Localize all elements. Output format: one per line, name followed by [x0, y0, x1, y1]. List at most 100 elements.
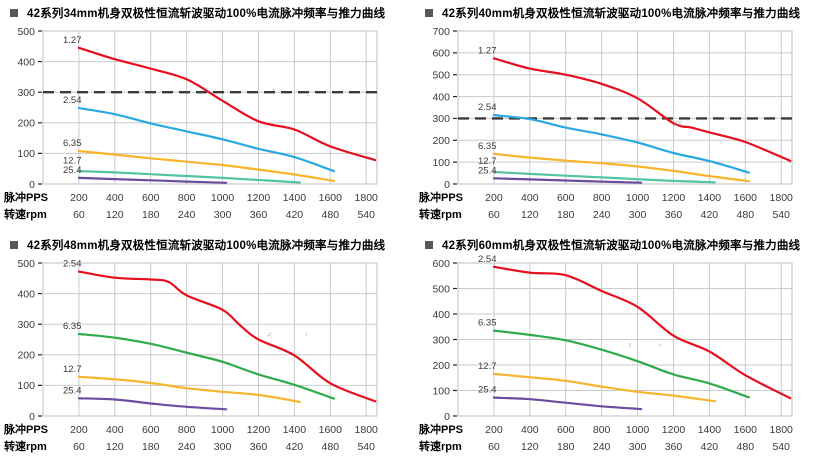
rpm-tick-label: 360: [665, 441, 683, 453]
y-tick-label: 0: [29, 179, 35, 191]
series-label-1.27: 1.27: [63, 35, 82, 46]
pps-tick-label: 1800: [770, 424, 794, 436]
watermark-artifact: ⊥: [305, 90, 311, 97]
series-label-12.7: 12.7: [63, 155, 82, 166]
x-axis-row-label-rpm: 转速rpm: [4, 439, 47, 453]
y-tick-label: 600: [432, 258, 450, 270]
plot-border: [42, 262, 378, 417]
rpm-tick-label: 180: [557, 209, 575, 221]
rpm-tick-label: 60: [73, 441, 85, 453]
pps-tick-label: 1800: [355, 192, 379, 204]
rpm-tick-label: 540: [357, 209, 375, 221]
series-label-6.35: 6.35: [478, 318, 497, 329]
y-tick-label: 300: [17, 319, 35, 331]
series-curve-1.27: [77, 46, 377, 162]
plot-border: [457, 30, 793, 185]
y-tick-label: 200: [432, 360, 450, 372]
rpm-tick-label: 420: [701, 209, 719, 221]
chart-title-row: 42系列48mm机身双极性恒流斩波驱动100%电流脉冲频率与推力曲线: [0, 236, 415, 253]
series-label-12.7: 12.7: [63, 364, 82, 375]
series-curve-25.4: [492, 396, 643, 411]
rpm-tick-label: 180: [142, 441, 160, 453]
watermark-artifact: +: [272, 86, 276, 93]
pps-tick-label: 1000: [211, 424, 235, 436]
watermark-artifact: ⊿: [266, 331, 272, 338]
pps-tick-label: 1200: [662, 192, 686, 204]
y-tick-label: 200: [17, 350, 35, 362]
pps-tick-label: 800: [178, 192, 196, 204]
series-label-6.35: 6.35: [478, 141, 497, 152]
pps-tick-label: 1200: [662, 424, 686, 436]
chart-card-42-34mm: 42系列34mm机身双极性恒流斩波驱动100%电流脉冲频率与推力曲线 0 100 2…: [0, 0, 415, 232]
series-label-25.4: 25.4: [63, 385, 82, 396]
chart-title-row: 42系列34mm机身双极性恒流斩波驱动100%电流脉冲频率与推力曲线: [0, 4, 415, 21]
y-tick-label: 100: [17, 380, 35, 392]
pps-tick-label: 200: [70, 192, 88, 204]
rpm-tick-label: 480: [737, 441, 755, 453]
series-label-6.35: 6.35: [63, 138, 82, 149]
y-tick-label: 600: [432, 48, 450, 60]
watermark-artifact: ⊧: [658, 343, 662, 350]
rpm-tick-label: 240: [593, 209, 611, 221]
pps-tick-label: 1600: [734, 192, 758, 204]
title-bullet-icon: [10, 240, 18, 249]
series-label-25.4: 25.4: [478, 165, 497, 176]
pps-tick-label: 600: [142, 424, 160, 436]
rpm-tick-label: 540: [772, 209, 790, 221]
pps-tick-label: 200: [70, 424, 88, 436]
pps-tick-label: 800: [593, 192, 611, 204]
pps-tick-label: 400: [521, 192, 539, 204]
rpm-tick-label: 480: [322, 209, 340, 221]
pps-tick-label: 1400: [698, 192, 722, 204]
rpm-tick-label: 360: [250, 441, 268, 453]
rpm-tick-label: 360: [250, 209, 268, 221]
pps-tick-label: 1600: [734, 424, 758, 436]
series-curve-12.7: [492, 170, 716, 184]
series-curve-6.35: [77, 149, 335, 182]
y-tick-label: 500: [432, 283, 450, 295]
series-label-25.4: 25.4: [478, 385, 497, 396]
y-tick-label: 300: [432, 113, 450, 125]
y-tick-label: 0: [29, 411, 35, 423]
series-curve-2.54: [77, 270, 377, 403]
chart-title-48mm: 42系列48mm机身双极性恒流斩波驱动100%电流脉冲频率与推力曲线: [27, 239, 386, 252]
pps-tick-label: 1400: [283, 192, 307, 204]
x-axis-row-label-pps: 脉冲PPS: [418, 190, 463, 204]
pps-tick-label: 1200: [247, 424, 271, 436]
pps-tick-label: 1600: [319, 192, 343, 204]
chart-title-34mm: 42系列34mm机身双极性恒流斩波驱动100%电流脉冲频率与推力曲线: [27, 7, 386, 20]
series-label-2.54: 2.54: [63, 259, 82, 270]
x-axis-row-label-rpm: 转速rpm: [4, 207, 47, 221]
series-label-12.7: 12.7: [478, 361, 497, 372]
x-axis-row-label-pps: 脉冲PPS: [3, 190, 48, 204]
thrust-curve-plot-34mm: 0 100 200 300 400 500 200 60 400 120 600 180 800 240 1…: [3, 26, 379, 221]
chart-title-40mm: 42系列40mm机身双极性恒流斩波驱动100%电流脉冲频率与推力曲线: [442, 7, 801, 20]
title-bullet-icon: [10, 8, 18, 17]
series-curve-6.35: [492, 329, 750, 399]
rpm-tick-label: 420: [286, 441, 304, 453]
y-tick-label: 400: [432, 91, 450, 103]
rpm-tick-label: 60: [488, 441, 500, 453]
y-tick-label: 500: [432, 70, 450, 82]
series-curve-6.35: [492, 152, 750, 183]
rpm-tick-label: 240: [593, 441, 611, 453]
pps-tick-label: 600: [142, 192, 160, 204]
y-tick-label: 200: [432, 135, 450, 147]
rpm-tick-label: 420: [701, 441, 719, 453]
chart-card-42-60mm: 42系列60mm机身双极性恒流斩波驱动100%电流脉冲频率与推力曲线 0 100 2…: [415, 232, 831, 465]
y-tick-label: 400: [17, 56, 35, 68]
thrust-curve-plot-40mm: 0 100 200 300 400 500 600 700 200 60 400 120 600 180 8…: [418, 26, 793, 221]
series-label-25.4: 25.4: [63, 165, 82, 176]
thrust-curve-plot-60mm: 0 100 200 300 400 500 600 200 60 400 120 600 180 800 2…: [418, 254, 794, 453]
rpm-tick-label: 240: [178, 441, 196, 453]
pps-tick-label: 1200: [247, 192, 271, 204]
pps-tick-label: 200: [485, 192, 503, 204]
watermark-artifact: ı: [306, 331, 308, 338]
pps-tick-label: 1800: [355, 424, 379, 436]
series-label-1.27: 1.27: [478, 45, 497, 56]
y-tick-label: 100: [432, 385, 450, 397]
y-tick-label: 300: [432, 334, 450, 346]
pps-tick-label: 1000: [211, 192, 235, 204]
chart-title-row: 42系列60mm机身双极性恒流斩波驱动100%电流脉冲频率与推力曲线: [415, 236, 831, 253]
